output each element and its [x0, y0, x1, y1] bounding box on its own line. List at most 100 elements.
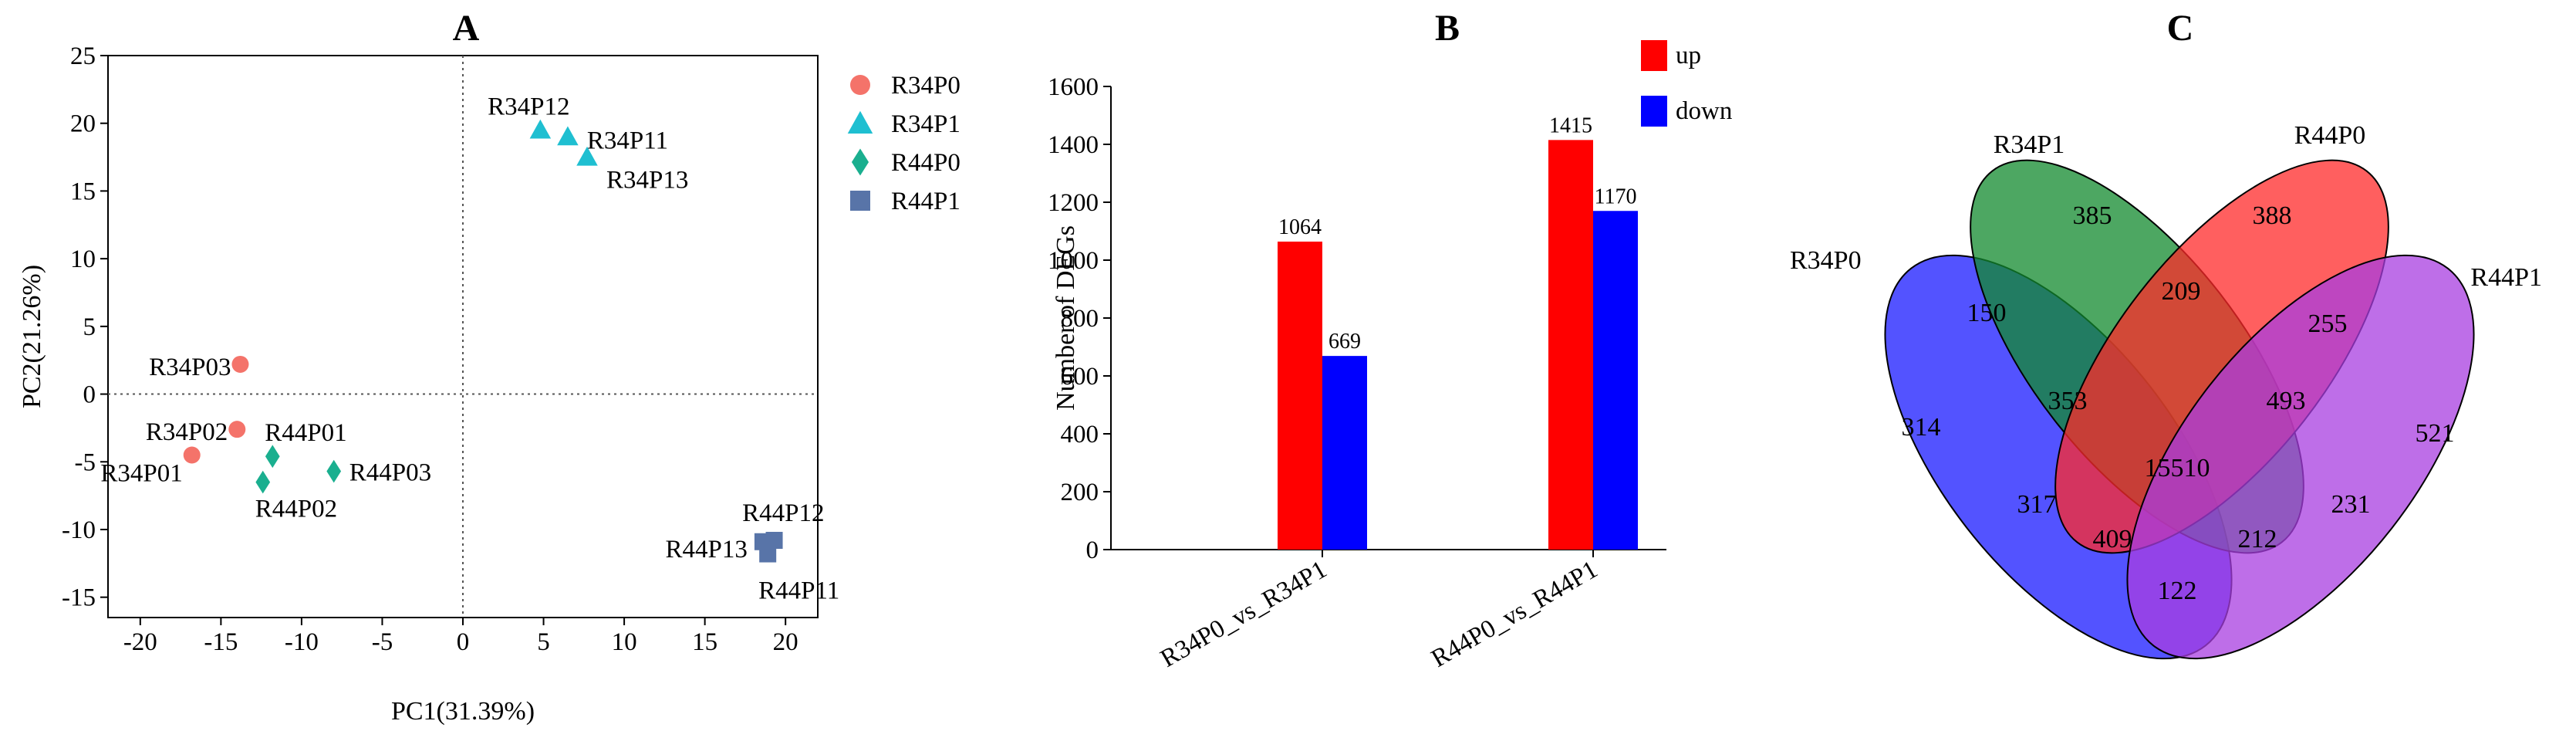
panel-a-point-label: R44P12	[742, 499, 824, 527]
panel-a-point-r34p02	[228, 421, 246, 438]
panel-b-legend-swatch-down	[1641, 96, 1667, 127]
panel-c-region-count: 353	[2048, 387, 2088, 415]
panel-a-pca-scatter: A -20 -15 -10 -5 0 5 10 15 20 -15 -10 -5 0 5 10 15 20 25…	[18, 8, 961, 726]
panel-a-x-tick-label: 15	[692, 628, 717, 656]
panel-a-legend-marker-r34p0	[850, 75, 870, 95]
panel-a-x-tick-label: 20	[773, 628, 798, 656]
panel-c-region-count: 255	[2308, 310, 2348, 338]
panel-a-x-tick-label: -5	[372, 628, 393, 656]
panel-a-x-tick-label: -15	[204, 628, 238, 656]
panel-c-region-count: 314	[1902, 413, 1941, 442]
panel-c-region-count: 231	[2331, 490, 2371, 519]
panel-b-bar-value-label: 669	[1329, 330, 1361, 354]
panel-b-bar-value-label: 1064	[1278, 215, 1322, 239]
panel-a-point-r34p12	[529, 119, 552, 139]
panel-b-y-tick-label: 1000	[1048, 247, 1099, 275]
panel-a-legend-label: R34P0	[891, 72, 961, 100]
panel-b-y-tick-label: 400	[1061, 421, 1099, 448]
panel-c-title: C	[2167, 8, 2194, 49]
panel-a-point-r44p01	[265, 445, 280, 469]
panel-c-set-labels: R34P0 R34P1 R44P0 R44P1	[1790, 121, 2542, 292]
panel-a-y-tick-label: -5	[75, 448, 96, 476]
panel-c-region-count: 209	[2162, 277, 2201, 306]
panel-b-legend: up down	[1641, 40, 1732, 127]
panel-a-y-tick-label: 10	[70, 245, 96, 273]
panel-a-points	[183, 119, 783, 563]
panel-a-legend-label: R44P0	[891, 149, 961, 177]
panel-b-category-label: R34P0_vs_R34P1	[1156, 556, 1332, 673]
panel-a-y-tick-label: 20	[70, 110, 96, 138]
panel-c-region-count: 388	[2253, 201, 2292, 230]
panel-c-region-count: 493	[2267, 387, 2306, 415]
panel-a-point-label: R34P03	[149, 354, 231, 381]
panel-a-point-label: R34P13	[606, 167, 688, 195]
panel-b-bar-value-label: 1170	[1595, 184, 1637, 208]
panel-c-region-count: 409	[2093, 525, 2132, 553]
panel-a-y-tick-label: 5	[83, 313, 96, 341]
panel-b-y-tick-label: 1200	[1048, 189, 1099, 217]
panel-c-region-count: 212	[2238, 525, 2277, 553]
panel-b-y-tick-label: 200	[1061, 479, 1099, 506]
panel-a-point-r34p03	[231, 355, 249, 373]
panel-a-point-label: R44P01	[265, 419, 346, 447]
panel-a-x-tick-label: -20	[123, 628, 157, 656]
panel-a-y-axis-title: PC2(21.26%)	[18, 265, 46, 408]
panel-b-legend-label: down	[1676, 97, 1732, 125]
panel-a-point-r34p13	[576, 146, 598, 166]
panel-a-legend-marker-r34p1	[847, 110, 873, 134]
panel-a-x-ticks: -20 -15 -10 -5 0 5 10 15 20	[123, 618, 798, 656]
panel-a-title: A	[453, 8, 480, 49]
panel-a-point-label: R44P11	[758, 577, 839, 605]
panel-a-point-label: R34P12	[488, 93, 569, 120]
panel-c-region-count: 317	[2017, 490, 2057, 519]
panel-b-legend-label: up	[1676, 42, 1701, 69]
panel-a-point-label: R34P11	[587, 127, 668, 154]
panel-c-set-label: R34P0	[1790, 246, 1862, 275]
panel-c-ellipse-r44p1	[2126, 254, 2475, 660]
panel-b-bar-down-2	[1593, 211, 1638, 550]
panel-a-legend-marker-r44p0	[851, 148, 869, 176]
panel-a-point-r44p11	[759, 545, 777, 563]
panel-c-region-counts: 314 385 388 521 150 209 255 353 493 15510 317 231 40…	[1902, 201, 2455, 605]
panel-a-point-r34p01	[183, 446, 201, 464]
panel-a-x-tick-label: 0	[457, 628, 470, 656]
panel-b-y-ticks: 0 200 400 600 800 1000 1200 1400 1600	[1048, 73, 1111, 564]
panel-a-point-label: R44P13	[666, 536, 748, 563]
panel-b-bar-up-2	[1548, 140, 1593, 550]
panel-b-category-labels: R34P0_vs_R34P1 R44P0_vs_R44P1	[1156, 550, 1602, 673]
panel-c-region-count: 521	[2416, 419, 2455, 448]
panel-b-bar-up-1	[1278, 242, 1322, 550]
panel-a-point-labels: R34P03 R34P02 R34P01 R34P12 R34P11 R34P13 R44P…	[100, 93, 839, 604]
panel-b-bars: 1064 669 1415 1170	[1278, 113, 1638, 550]
panel-a-y-tick-label: -15	[62, 584, 96, 612]
panel-a-y-tick-label: 15	[70, 178, 96, 205]
panel-a-point-r34p11	[557, 126, 579, 146]
panel-b-legend-swatch-up	[1641, 40, 1667, 71]
panel-a-point-r44p03	[326, 459, 342, 483]
panel-c-region-count: 122	[2158, 577, 2197, 605]
panel-b-category-label: R44P0_vs_R44P1	[1426, 556, 1602, 673]
panel-a-legend-label: R34P1	[891, 110, 961, 138]
panel-b-y-tick-label: 1400	[1048, 131, 1099, 159]
panel-c-region-count: 385	[2073, 201, 2112, 230]
panel-a-legend-label: R44P1	[891, 188, 961, 215]
panel-a-point-label: R34P01	[100, 459, 182, 487]
panel-b-y-axis-title: Number of DEGs	[1052, 225, 1080, 411]
panel-a-point-r44p02	[255, 470, 271, 494]
panel-c-set-label: R44P1	[2470, 263, 2542, 292]
panel-b-bar-value-label: 1415	[1549, 113, 1592, 137]
panel-a-x-tick-label: 10	[612, 628, 637, 656]
panel-a-y-tick-label: 25	[70, 42, 96, 70]
panel-a-y-tick-label: 0	[83, 381, 96, 409]
panel-c-ellipses	[1884, 159, 2475, 660]
panel-a-y-tick-label: -10	[62, 516, 96, 544]
panel-b-y-tick-label: 1600	[1048, 73, 1099, 101]
panel-a-reference-lines	[108, 56, 818, 618]
panel-c-region-count: 15510	[2145, 454, 2210, 482]
panel-c-region-count: 150	[1967, 299, 2007, 327]
panel-a-point-label: R34P02	[146, 418, 228, 446]
panel-a-point-label: R44P02	[255, 496, 337, 523]
panel-c-set-label: R44P0	[2294, 121, 2366, 150]
panel-a-point-label: R44P03	[349, 459, 431, 487]
